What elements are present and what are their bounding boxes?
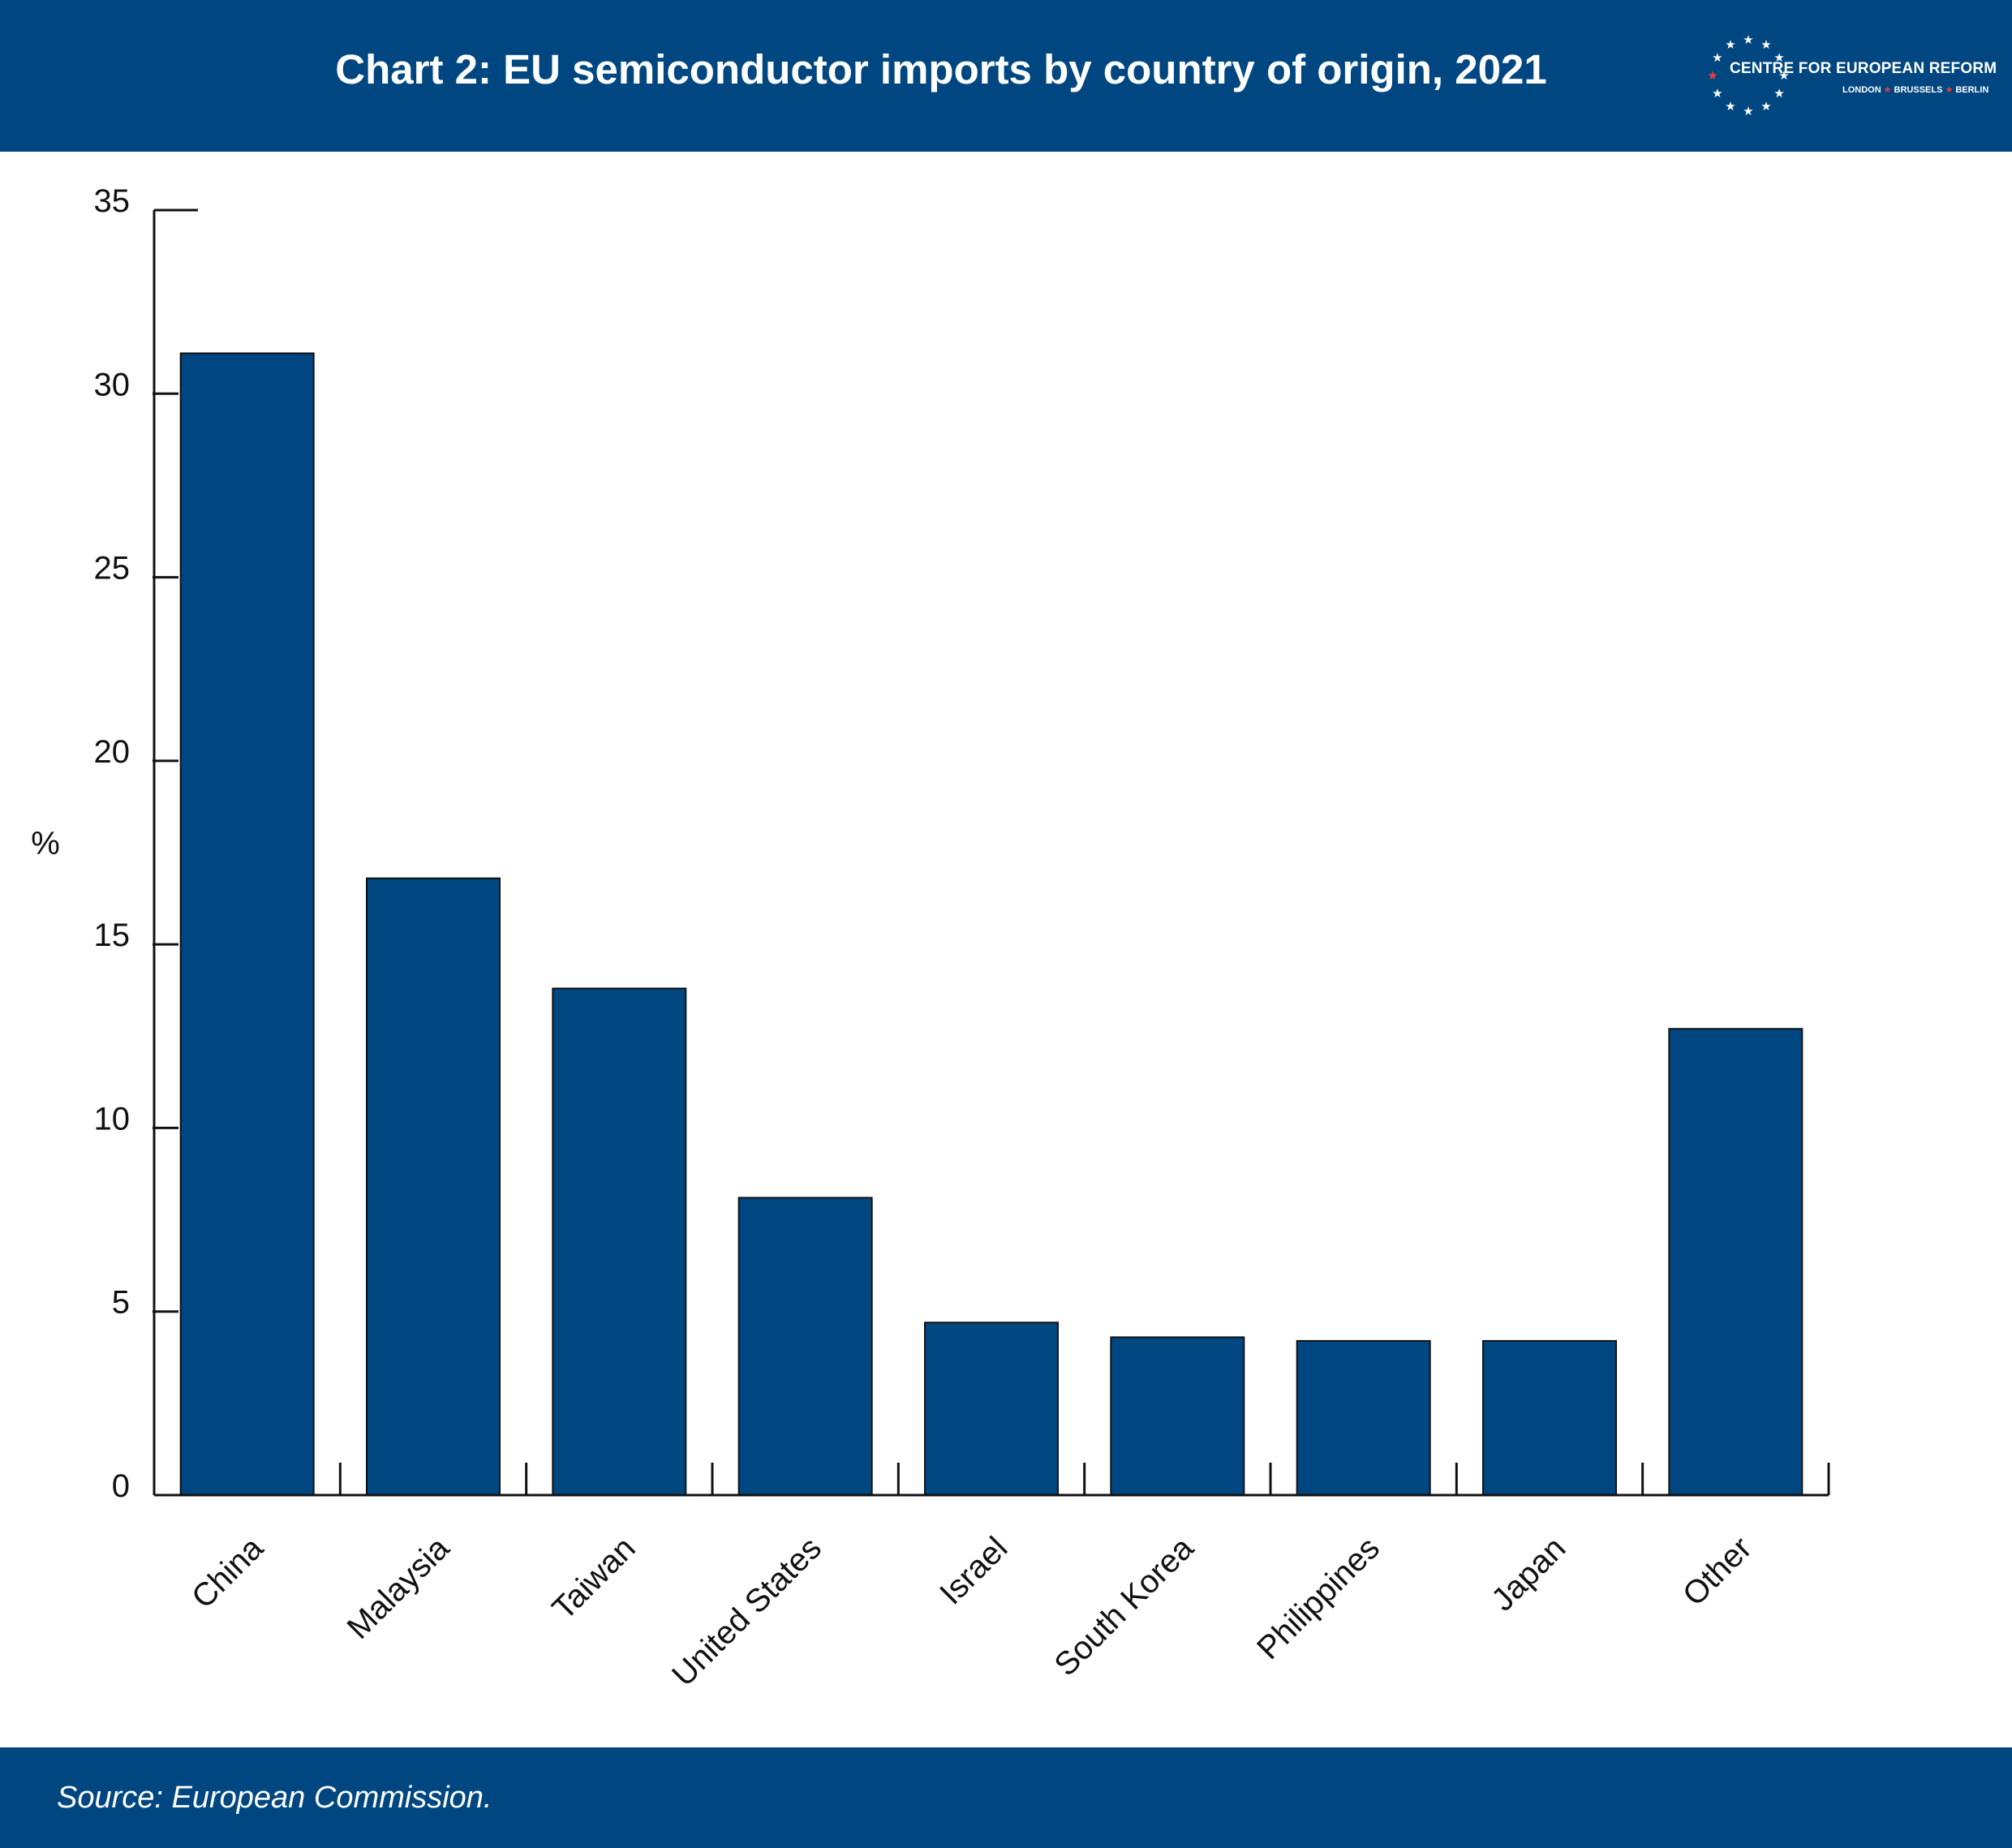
eu-stars-icon: ★ ★★★★★★★★★★★ (1707, 33, 1789, 118)
header-bar: Chart 2: EU semiconductor imports by cou… (0, 0, 2012, 152)
chart-area: 0 5 10 15 20 25 30 35 China Malaysia Taiwan United … (0, 152, 2012, 1747)
logo-star: ★ (1760, 100, 1771, 114)
source-note: Source: European Commission. (57, 1780, 492, 1815)
x-category-label: Other (1676, 1530, 1759, 1613)
logo-star: ★ (1743, 33, 1753, 47)
y-tick-label: 0 (112, 1468, 130, 1504)
y-axis-label: % (31, 826, 60, 862)
chart-title: Chart 2: EU semiconductor imports by cou… (335, 45, 1547, 92)
bar-south-korea (1110, 1336, 1245, 1496)
x-category-label: Japan (1485, 1530, 1572, 1618)
logo-star: ★ (1743, 105, 1753, 118)
logo-star: ★ (1760, 38, 1771, 52)
logo-city-berlin: BERLIN (1955, 85, 1989, 95)
x-category-label: South Korea (1047, 1530, 1201, 1683)
logo-city-brussels: BRUSSELS (1894, 85, 1943, 95)
logo-star: ★ (1773, 51, 1784, 65)
y-tick-label: 5 (112, 1285, 130, 1321)
logo-star: ★ (1725, 38, 1735, 52)
x-category-label: Philippines (1250, 1530, 1386, 1666)
bar-other (1668, 1028, 1803, 1496)
logo-star: ★ (1725, 100, 1735, 114)
logo-cities: LONDON ★ BRUSSELS ★ BERLIN (1842, 85, 1989, 95)
cer-logo: ★ ★ ★ ★ ★ ★ ★ ★ ★ ★ ★ ★ CENTRE FOR EUROPEAN REFORM … (1704, 31, 1997, 120)
bar-taiwan (552, 987, 687, 1496)
logo-star: ★ (1712, 87, 1722, 101)
y-tick-label: 15 (94, 918, 131, 953)
y-tick-label: 30 (94, 367, 131, 402)
y-tick-label: 35 (94, 183, 131, 219)
bar-malaysia (366, 877, 501, 1496)
x-category-label: United States (665, 1530, 828, 1693)
logo-star: ★ (1707, 69, 1718, 83)
bar-united-states (737, 1197, 873, 1496)
footer-bar: Source: European Commission. (0, 1747, 2012, 1848)
y-tick-label: 20 (94, 734, 131, 770)
logo-star: ★ (1773, 87, 1784, 101)
x-category-label: China (185, 1530, 271, 1616)
y-tick-label: 10 (94, 1101, 131, 1137)
logo-star: ★ (1712, 51, 1722, 65)
bar-philippines (1296, 1339, 1431, 1497)
x-category-label: Malaysia (341, 1530, 457, 1646)
logo-city-london: LONDON (1842, 85, 1881, 95)
bar-chart: 0 5 10 15 20 25 30 35 China Malaysia Taiwan United … (31, 183, 1830, 1693)
x-category-label: Israel (933, 1530, 1014, 1611)
logo-org-name: CENTRE FOR EUROPEAN REFORM (1730, 60, 1997, 77)
logo-star: ★ (1778, 69, 1789, 83)
x-category-label: Taiwan (546, 1530, 643, 1627)
bar-japan (1482, 1339, 1617, 1497)
y-tick-label: 25 (94, 551, 131, 587)
bar-china (179, 352, 315, 1497)
bar-israel (924, 1322, 1059, 1496)
